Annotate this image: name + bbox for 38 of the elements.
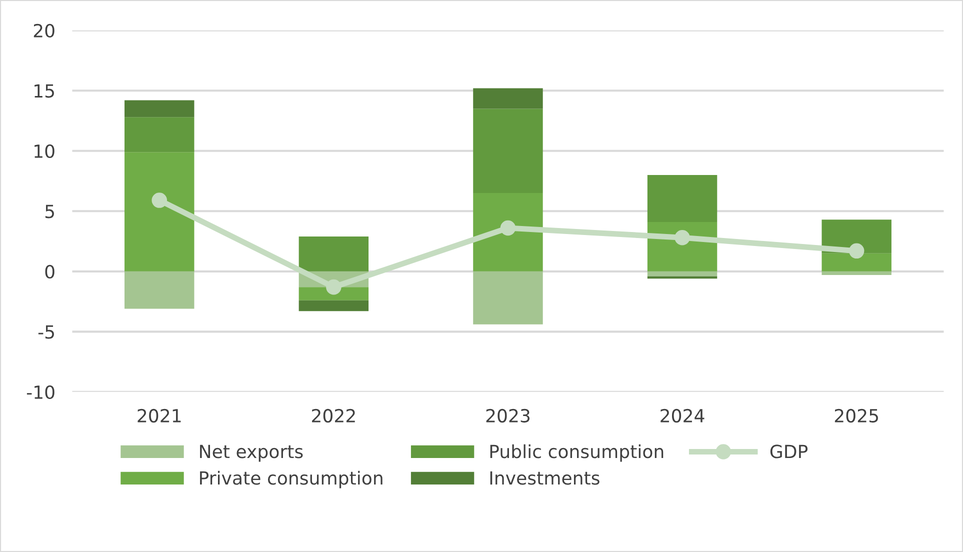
legend-label: Net exports: [200, 444, 303, 462]
legend-label: GDP: [770, 444, 808, 458]
x-tick-label: 2023: [486, 408, 530, 423]
point: [152, 192, 168, 208]
bar: [124, 117, 194, 152]
bar: [298, 300, 369, 312]
legend-label: Public consumption: [490, 444, 664, 462]
y-tick-label: 5: [45, 204, 54, 218]
legend-label: Private consumption: [200, 470, 382, 488]
y-tick-label: 10: [34, 144, 54, 158]
bar: [473, 88, 543, 109]
bar: [822, 253, 892, 272]
x-tick-label: 2022: [312, 408, 355, 423]
y-tick-label: 15: [34, 84, 54, 98]
y-tick-label: 0: [45, 264, 54, 279]
point: [848, 243, 864, 259]
point: [674, 230, 690, 246]
bar: [124, 271, 194, 309]
bar: [124, 152, 194, 272]
x-tick-label: 2021: [138, 408, 181, 423]
bar: [298, 236, 369, 272]
bar: [647, 174, 718, 222]
bar: [473, 271, 543, 324]
bar: [822, 271, 892, 276]
bar: [298, 287, 369, 300]
x-tick-label: 2024: [660, 408, 704, 423]
bar: [124, 100, 194, 118]
y-tick-label: -5: [38, 325, 54, 339]
y-tick-label: 20: [34, 24, 54, 38]
bar: [473, 193, 543, 272]
bar: [647, 276, 718, 279]
point: [500, 220, 516, 236]
bar: [647, 271, 718, 276]
legend-label: Investments: [490, 471, 600, 485]
y-tick-label: -10: [26, 385, 54, 400]
bar: [473, 108, 543, 194]
x-tick-label: 2025: [834, 408, 878, 423]
point: [326, 279, 342, 295]
